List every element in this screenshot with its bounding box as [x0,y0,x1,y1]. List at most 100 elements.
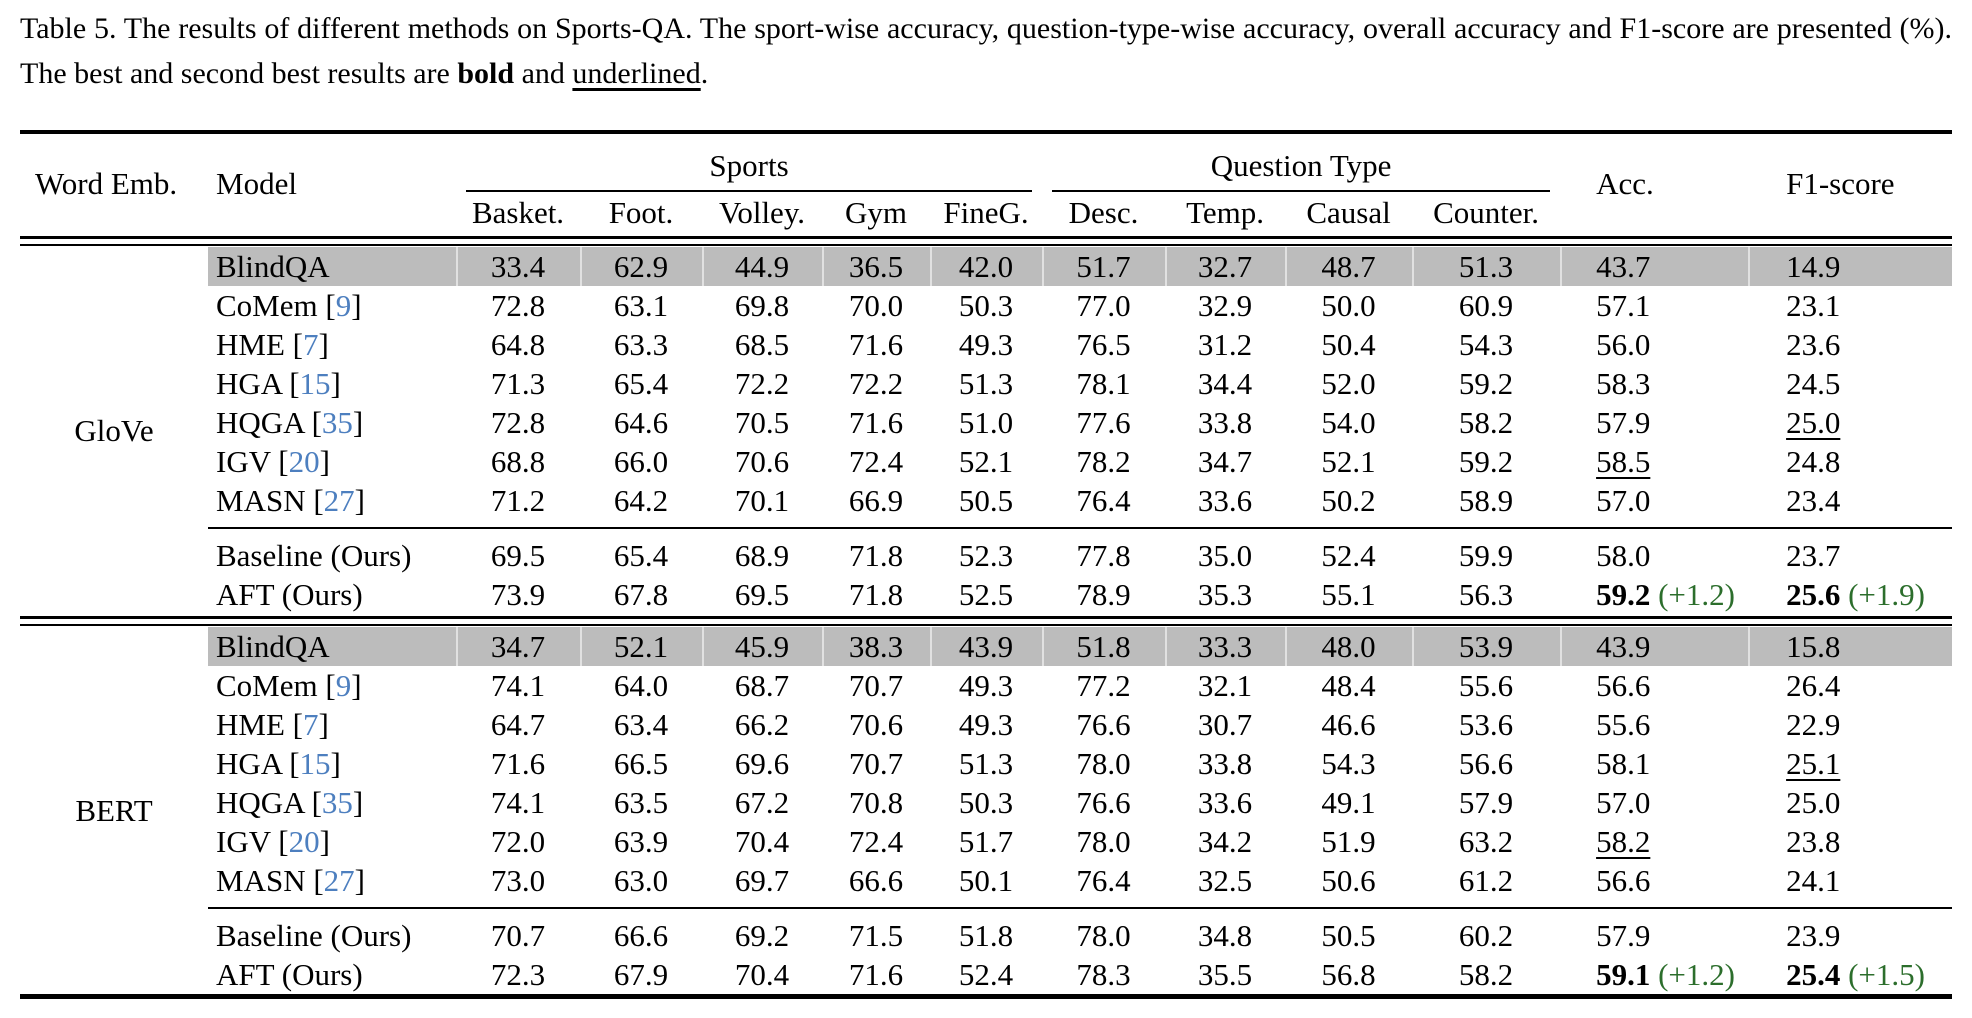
f1-value: 25.1 [1786,745,1841,781]
acc-cell: 56.0 [1560,325,1748,364]
acc-value: 57.0 [1596,784,1651,820]
double-rule-line [20,235,1953,246]
cell-gym: 70.0 [848,287,904,323]
model-cell: BlindQA [208,247,456,286]
table-caption: Table 5. The results of different method… [20,6,1952,96]
cell-gym: 70.7 [848,667,904,703]
model-cell: CoMem [9] [208,666,456,705]
cell-basket: 68.8 [490,443,546,479]
model-cell: MASN [27] [208,481,456,520]
model-name: BlindQA [216,628,330,664]
acc-value: 58.1 [1596,745,1651,781]
cell-causal: 50.4 [1321,326,1376,362]
model-cell: HGA [15] [208,744,456,783]
citation-number: 9 [335,287,352,323]
citation-link[interactable]: [9] [317,667,362,703]
model-name: Baseline (Ours) [216,537,412,573]
cell-temp: 35.5 [1197,956,1253,992]
cell-basket: 72.8 [490,404,546,440]
cell-gym: 70.7 [848,745,904,781]
citation-link[interactable]: [35] [303,404,364,440]
col-header-causal: Causal [1306,195,1391,230]
cell-foot: 64.6 [613,404,669,440]
cell-causal: 55.1 [1321,576,1376,612]
citation-number: 35 [321,784,353,820]
citation-number: 15 [299,365,331,401]
citation-link[interactable]: [20] [270,443,330,479]
f1-cell: 23.7 [1748,536,1952,575]
model-name: IGV [216,823,271,859]
table-row: MASN [27] 71.2 64.2 70.1 66.9 50.5 76.4 33.6 50.… [20,481,1952,520]
citation-link[interactable]: [27] [305,862,365,898]
cell-counter: 56.6 [1458,745,1514,781]
acc-cell: 43.7 [1560,247,1749,286]
cell-fineg: 52.4 [958,956,1014,992]
citation-link[interactable]: [20] [270,823,330,859]
citation-link[interactable]: [27] [305,482,365,518]
acc-value: 57.9 [1596,917,1651,953]
cell-foot: 63.1 [613,287,669,323]
acc-cell: 57.9 [1560,403,1748,442]
f1-cell: 22.9 [1748,705,1952,744]
f1-value: 23.7 [1786,537,1841,573]
cell-foot: 64.2 [613,482,669,518]
citation-number: 7 [302,326,319,362]
model-cell: HGA [15] [208,364,456,403]
acc-value: 43.7 [1596,248,1651,284]
model-cell: HME [7] [208,325,456,364]
midrule [20,900,1953,916]
cell-gym: 71.6 [848,404,904,440]
col-header-volley: Volley. [718,195,806,230]
caption-bold-word: bold [457,57,515,90]
table-row: HME [7] 64.7 63.4 66.2 70.6 49.3 76.6 30.7 46.6 5… [20,705,1952,744]
midrule-line [208,907,1953,909]
cell-foot: 62.9 [580,247,702,286]
citation-link[interactable]: [9] [317,287,362,323]
acc-value: 58.2 [1596,823,1651,859]
citation-link[interactable]: [35] [303,784,364,820]
citation-link[interactable]: [15] [281,745,341,781]
cell-counter: 61.2 [1458,862,1514,898]
cell-causal: 52.1 [1321,443,1376,479]
acc-value: 56.6 [1596,862,1651,898]
cell-gym: 38.3 [822,627,930,666]
cell-basket: 71.2 [490,482,546,518]
model-name: BlindQA [216,248,330,284]
cell-counter: 63.2 [1458,823,1514,859]
citation-link[interactable]: [7] [284,326,329,362]
table-row: HGA [15] 71.3 65.4 72.2 72.2 51.3 78.1 34.4 52.0… [20,364,1952,403]
cell-basket: 34.7 [456,627,580,666]
acc-cell: 58.0 [1560,536,1748,575]
cell-foot: 66.6 [613,917,669,953]
cell-fineg: 50.5 [958,482,1014,518]
header-double-rule [20,234,1953,247]
citation-link[interactable]: [7] [284,706,329,742]
cell-basket: 70.7 [490,917,546,953]
citation-link[interactable]: [15] [281,365,341,401]
cell-basket: 72.3 [490,956,546,992]
col-header-model: Model [216,166,297,201]
col-header-desc: Desc. [1068,195,1139,230]
cell-causal: 51.9 [1321,823,1376,859]
f1-cell: 25.6 (+1.9) [1748,575,1952,614]
cell-fineg: 52.5 [958,576,1014,612]
word-emb-label: BERT [75,792,153,828]
cell-volley: 70.6 [734,443,790,479]
cell-foot: 67.8 [613,576,669,612]
cell-counter: 59.9 [1458,537,1514,573]
cell-fineg: 51.3 [958,365,1014,401]
cell-causal: 50.2 [1321,482,1376,518]
f1-cell: 23.4 [1748,481,1952,520]
table-row: Baseline (Ours) 69.5 65.4 68.9 71.8 52.3 77.8 3… [20,536,1952,575]
sports-group-label: Sports [466,140,1033,192]
f1-value: 23.8 [1786,823,1841,859]
cell-gym: 71.8 [848,576,904,612]
model-cell: AFT (Ours) [208,955,456,997]
cell-temp: 35.0 [1197,537,1253,573]
cell-foot: 63.5 [613,784,669,820]
model-name: HQGA [216,784,304,820]
cell-fineg: 51.0 [958,404,1014,440]
f1-cell: 24.1 [1748,861,1952,900]
cell-causal: 48.7 [1285,247,1413,286]
cell-temp: 33.8 [1197,404,1253,440]
